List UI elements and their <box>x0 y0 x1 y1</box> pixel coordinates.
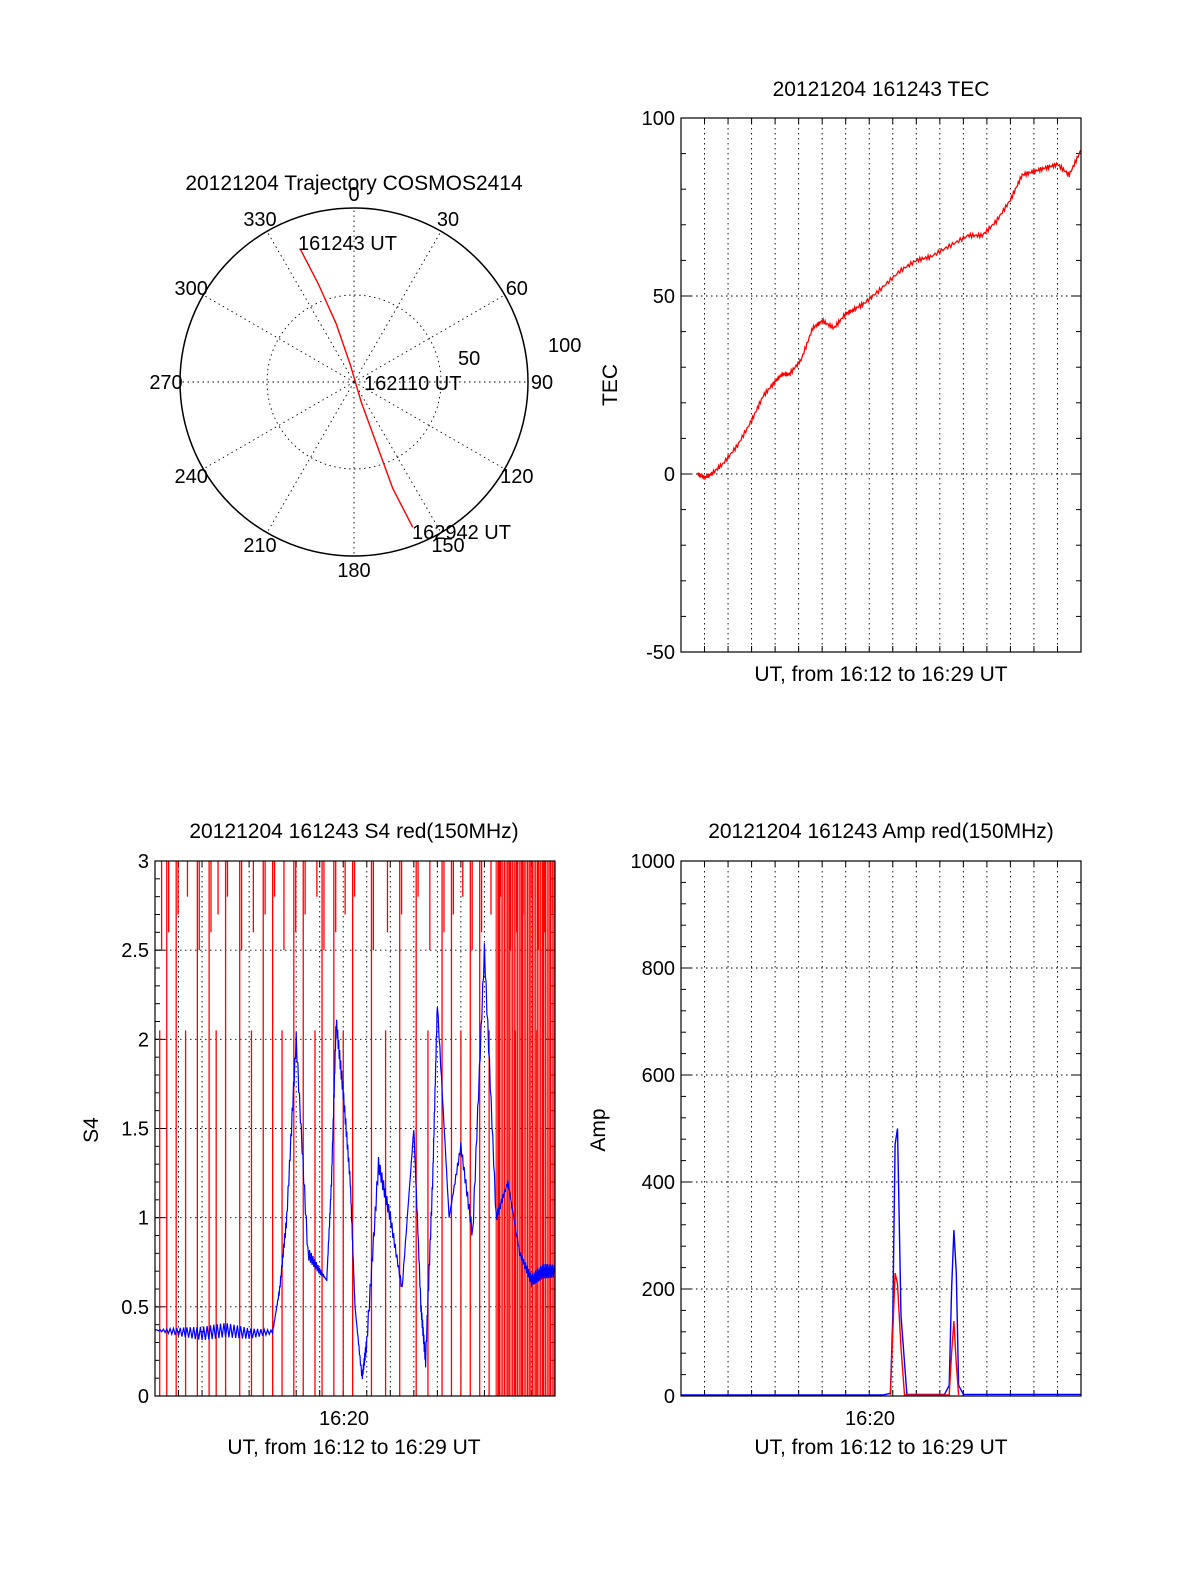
s4-xlabel: UT, from 16:12 to 16:29 UT <box>227 1436 480 1459</box>
amp-frame <box>680 860 1082 1397</box>
s4-panel: 20121204 161243 S4 red(150MHz) 0 0.5 1 1.5 2… <box>80 820 556 1459</box>
s4-ytick-label: 2.5 <box>121 940 149 962</box>
polar-azimuth-label-210: 210 <box>243 535 276 557</box>
s4-blue-series-line <box>154 943 555 1380</box>
amp-xlabel: UT, from 16:12 to 16:29 UT <box>754 1436 1007 1459</box>
polar-azimuth-label-330: 330 <box>243 209 276 231</box>
s4-ytick-label: 1 <box>138 1208 149 1230</box>
polar-azimuth-label-300: 300 <box>174 278 207 300</box>
amp-panel: 20121204 161243 Amp red(150MHz) 0 200 400 6… <box>587 820 1082 1459</box>
polar-azimuth-label-240: 240 <box>174 466 207 488</box>
s4-ytick-label: 0.5 <box>121 1297 149 1319</box>
tec-ytick-label: -50 <box>646 642 675 664</box>
polar-annotation-start: 161243 UT <box>298 233 397 255</box>
s4-ytick-label: 2 <box>138 1029 149 1051</box>
amp-blue-series-line <box>681 1128 1081 1396</box>
amp-ytick-label: 200 <box>642 1279 675 1301</box>
polar-spoke-120 <box>353 381 505 470</box>
amp-ytick-label: 600 <box>642 1065 675 1087</box>
amp-ytick-label: 800 <box>642 958 675 980</box>
polar-annotation-mid: 162110 UT <box>364 373 461 395</box>
tec-series-line <box>697 149 1082 481</box>
polar-azimuth-label-120: 120 <box>500 466 533 488</box>
tec-title: 20121204 161243 TEC <box>773 78 990 101</box>
polar-spoke-30 <box>353 231 442 383</box>
amp-ytick-label: 0 <box>664 1386 675 1408</box>
tec-panel: 20121204 161243 TEC -50 0 50 100 TEC UT, fr… <box>599 78 1082 686</box>
polar-radius-label-50: 50 <box>458 348 480 370</box>
s4-title: 20121204 161243 S4 red(150MHz) <box>189 820 518 843</box>
polar-spoke-60 <box>353 294 505 383</box>
polar-azimuth-label-30: 30 <box>437 209 459 231</box>
tec-grid <box>681 118 1081 652</box>
polar-spoke-210 <box>266 381 355 533</box>
polar-azimuth-label-60: 60 <box>506 278 528 300</box>
amp-xtick-1620: 16:20 <box>845 1408 895 1430</box>
s4-grid <box>155 861 555 1396</box>
s4-red-traces <box>159 861 555 1396</box>
polar-inner-ring <box>266 294 442 470</box>
polar-azimuth-label-270: 270 <box>149 372 182 394</box>
polar-azimuth-label-180: 180 <box>337 560 370 582</box>
tec-xlabel: UT, from 16:12 to 16:29 UT <box>754 663 1007 686</box>
amp-ytick-label: 400 <box>642 1172 675 1194</box>
s4-ytick-label: 3 <box>138 851 149 873</box>
amp-grid <box>681 861 1081 1396</box>
s4-ylabel: S4 <box>80 1117 103 1143</box>
tec-ytick-label: 100 <box>642 108 675 130</box>
amp-ticks: 0 200 400 600 800 1000 <box>631 851 1081 1408</box>
polar-track-line <box>299 249 414 528</box>
tec-ytick-label: 50 <box>653 286 675 308</box>
amp-ylabel: Amp <box>587 1108 610 1151</box>
polar-spoke-330 <box>266 231 355 383</box>
s4-frame <box>154 860 556 1397</box>
polar-azimuth-labels: 0 30 60 90 120 150 180 210 240 270 300 330 <box>149 184 553 582</box>
amp-title: 20121204 161243 Amp red(150MHz) <box>708 820 1054 843</box>
polar-outer-ring <box>179 207 529 557</box>
s4-ytick-label: 1.5 <box>121 1119 149 1141</box>
amp-red-series-line <box>889 1272 960 1396</box>
polar-spoke-240 <box>203 381 355 470</box>
polar-title: 20121204 Trajectory COSMOS2414 <box>185 172 523 195</box>
polar-spokes <box>180 208 528 556</box>
polar-annotation-end: 162942 UT <box>412 522 511 544</box>
tec-frame <box>680 117 1082 653</box>
s4-xtick-1620: 16:20 <box>319 1408 369 1430</box>
polar-spoke-300 <box>203 294 355 383</box>
polar-panel: 20121204 Trajectory COSMOS2414 0 30 60 90 12… <box>149 172 581 582</box>
polar-azimuth-label-90: 90 <box>531 372 553 394</box>
tec-ytick-label: 0 <box>664 464 675 486</box>
polar-azimuth-label-0: 0 <box>348 184 359 206</box>
polar-radius-label-100: 100 <box>548 335 581 357</box>
amp-ytick-label: 1000 <box>631 851 676 873</box>
s4-ticks: 0 0.5 1 1.5 2 2.5 3 <box>121 851 555 1408</box>
s4-ytick-label: 0 <box>138 1386 149 1408</box>
polar-spoke-150 <box>353 381 442 533</box>
tec-ylabel: TEC <box>599 364 622 406</box>
polar-azimuth-label-150: 150 <box>431 535 464 557</box>
